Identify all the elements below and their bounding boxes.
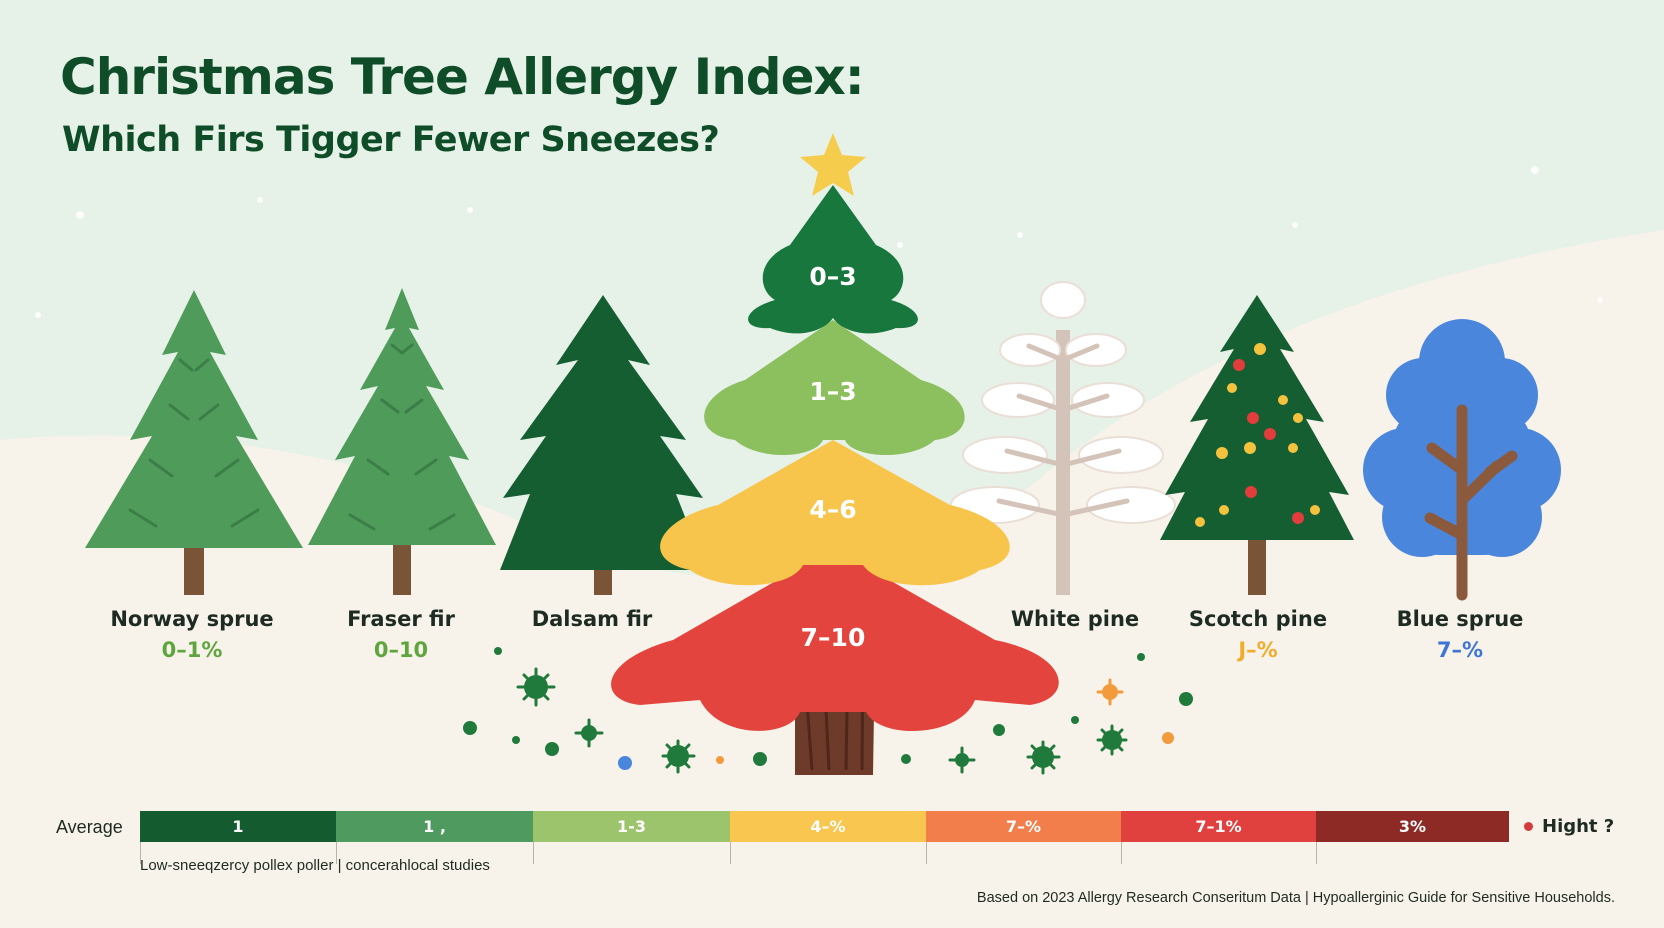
tree-name: Dalsam fir xyxy=(531,607,653,631)
decorated-pine-tree-icon xyxy=(1160,295,1354,595)
tier-label: 7–10 xyxy=(800,623,866,652)
scale-end-text: Hight ? xyxy=(1542,816,1615,837)
tree-value: 7–% xyxy=(1436,638,1484,662)
scale-segment: 4–% xyxy=(730,811,926,842)
ornaments xyxy=(1195,343,1320,527)
tier-0-3 xyxy=(748,185,918,334)
scale-tick xyxy=(730,842,731,864)
white-pine-tree-icon xyxy=(950,281,1176,595)
tree-value: 0–1% xyxy=(161,638,223,662)
tree-name: Norway sprue xyxy=(110,607,274,631)
snowflakes xyxy=(35,166,1603,318)
tree-name: Scotch pine xyxy=(1188,607,1328,631)
spruce-tree-icon xyxy=(85,290,303,595)
tier-label: 4–6 xyxy=(809,495,857,524)
tier-7-10 xyxy=(611,548,1059,732)
high-dot-icon xyxy=(1524,822,1533,831)
scale-segment: 3% xyxy=(1316,811,1509,842)
footer-source: Based on 2023 Allergy Research Conseritu… xyxy=(976,890,1615,906)
pollen-icon xyxy=(463,647,1193,775)
scale-segment: 7–% xyxy=(926,811,1121,842)
scale-start-label: Average xyxy=(56,817,123,837)
scale-note: Low-sneeqzercy pollex poller | concerahl… xyxy=(140,857,490,874)
tree-name: Fraser fir xyxy=(347,607,455,631)
scale-tick xyxy=(533,842,534,864)
blue-tree-icon xyxy=(1363,319,1561,601)
tier-label: 1–3 xyxy=(809,377,857,406)
tier-1-3 xyxy=(704,320,965,456)
scale-segment: 1 , xyxy=(336,811,533,842)
tier-4-6 xyxy=(660,440,1010,586)
page-title: Christmas Tree Allergy Index: xyxy=(60,48,865,106)
fir-tree-icon xyxy=(500,295,706,595)
central-allergy-tree xyxy=(611,133,1059,775)
scale-segment: 7–1% xyxy=(1121,811,1316,842)
tree-value: 0–10 xyxy=(373,638,429,662)
tier-label: 0–3 xyxy=(809,262,857,291)
scale-tick xyxy=(140,842,141,864)
scale-tick xyxy=(336,842,337,864)
tree-value: J–% xyxy=(1238,638,1278,662)
tree-name: Blue sprue xyxy=(1396,607,1524,631)
fir-tree-icon xyxy=(308,288,496,595)
scale-end-label: Hight ? xyxy=(1524,816,1614,837)
scale-tick xyxy=(926,842,927,864)
scale-segment: 1 xyxy=(140,811,336,842)
tree-name: White pine xyxy=(1010,607,1140,631)
page-subtitle: Which Firs Tigger Fewer Sneezes? xyxy=(62,120,720,160)
scale-tick xyxy=(1121,842,1122,864)
star-icon xyxy=(800,133,866,196)
scale-tick xyxy=(1316,842,1317,864)
scale-segment: 1-3 xyxy=(533,811,730,842)
